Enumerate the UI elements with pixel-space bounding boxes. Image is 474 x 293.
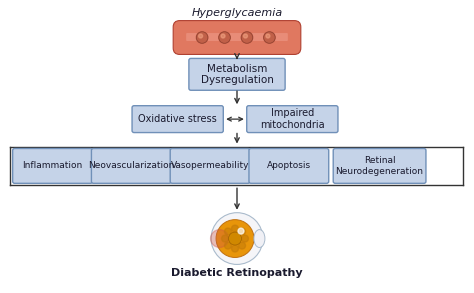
Circle shape — [225, 242, 231, 249]
Circle shape — [238, 242, 246, 249]
Circle shape — [238, 228, 246, 235]
Text: Oxidative stress: Oxidative stress — [138, 114, 217, 124]
Circle shape — [211, 213, 263, 265]
Circle shape — [231, 225, 238, 232]
Circle shape — [231, 245, 238, 252]
FancyBboxPatch shape — [333, 149, 426, 183]
Circle shape — [266, 34, 270, 38]
Text: Metabolism
Dysregulation: Metabolism Dysregulation — [201, 64, 273, 85]
Circle shape — [196, 32, 208, 43]
Circle shape — [221, 34, 225, 38]
FancyBboxPatch shape — [247, 106, 338, 132]
FancyBboxPatch shape — [13, 149, 92, 183]
FancyBboxPatch shape — [186, 33, 288, 41]
Circle shape — [221, 235, 228, 242]
Circle shape — [241, 235, 248, 242]
Text: Impaired
mitochondria: Impaired mitochondria — [260, 108, 325, 130]
Circle shape — [238, 228, 244, 234]
Text: Diabetic Retinopathy: Diabetic Retinopathy — [171, 268, 303, 278]
Circle shape — [225, 228, 231, 235]
Circle shape — [241, 32, 253, 43]
Circle shape — [264, 32, 275, 43]
Text: Retinal
Neurodegeneration: Retinal Neurodegeneration — [336, 156, 424, 176]
Text: Apoptosis: Apoptosis — [267, 161, 311, 171]
Circle shape — [199, 34, 202, 38]
Text: Hyperglycaemia: Hyperglycaemia — [191, 8, 283, 18]
FancyBboxPatch shape — [173, 21, 301, 54]
Circle shape — [228, 232, 241, 245]
FancyBboxPatch shape — [170, 149, 250, 183]
Ellipse shape — [254, 230, 265, 248]
FancyBboxPatch shape — [132, 106, 223, 132]
FancyBboxPatch shape — [249, 149, 329, 183]
Circle shape — [244, 34, 247, 38]
FancyBboxPatch shape — [189, 58, 285, 90]
Text: Inflammation: Inflammation — [22, 161, 82, 171]
Text: Neovascularization: Neovascularization — [88, 161, 174, 171]
Circle shape — [210, 230, 228, 248]
Circle shape — [216, 220, 254, 258]
Circle shape — [219, 32, 230, 43]
Text: Vasopermeability: Vasopermeability — [171, 161, 249, 171]
FancyBboxPatch shape — [91, 149, 171, 183]
